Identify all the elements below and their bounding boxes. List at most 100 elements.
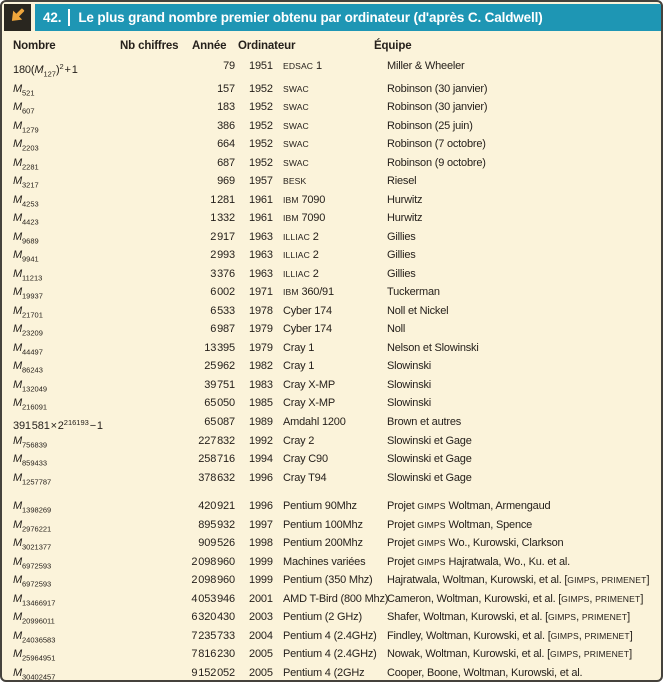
table-row: M756839 227 832 1992 Cray 2 Slowinski et Gag… bbox=[13, 434, 651, 453]
subscript: 9689 bbox=[22, 236, 39, 245]
nombre-cell: M2203 bbox=[13, 137, 123, 156]
page-title: Le plus grand nombre premier obtenu par … bbox=[78, 10, 543, 25]
nb-chiffres-cell: 2 098 960 bbox=[191, 555, 235, 568]
subscript: 127 bbox=[43, 69, 56, 79]
ordinateur-cell: Pentium 100Mhz bbox=[283, 518, 363, 531]
nombre-cell: M9689 bbox=[13, 230, 123, 249]
equipe-cell: Noll et Nickel bbox=[387, 304, 449, 317]
annee-cell: 1952 bbox=[249, 101, 273, 113]
nb-chiffres-cell: 39 751 bbox=[204, 378, 235, 391]
table-row: M3217 969 1957 BESK Riesel bbox=[13, 174, 651, 193]
equipe-cell: Shafer, Woltman, Kurowski, et al. [GIMPS… bbox=[387, 611, 630, 623]
annee-cell: 1957 bbox=[249, 175, 273, 187]
mersenne-symbol: M bbox=[13, 230, 23, 243]
row-gap bbox=[13, 489, 651, 499]
nb-chiffres-cell: 6 320 430 bbox=[191, 611, 235, 623]
nb-chiffres-cell: 79 bbox=[223, 60, 235, 72]
title-bar: 42. Le plus grand nombre premier obtenu … bbox=[2, 2, 661, 31]
mersenne-symbol: M bbox=[13, 304, 23, 317]
smallcaps-token: PRIMENET bbox=[584, 630, 630, 641]
column-header-nb-chiffres: Nb chiffres bbox=[120, 40, 179, 52]
subscript: 756839 bbox=[22, 440, 48, 449]
annee-cell: 1952 bbox=[249, 156, 273, 169]
ordinateur-cell: SWAC bbox=[283, 82, 387, 101]
annee-cell: 2004 bbox=[249, 629, 273, 642]
annee-cell: 1997 bbox=[249, 518, 273, 531]
nb-chiffres-cell: 687 bbox=[217, 156, 235, 169]
ordinateur-cell: IBM 360/91 bbox=[283, 286, 334, 298]
ordinateur-cell: Cray X-MP bbox=[283, 378, 335, 391]
subscript: 9941 bbox=[22, 254, 39, 264]
mersenne-symbol: M bbox=[13, 453, 23, 465]
nombre-cell: M13466917 bbox=[13, 592, 123, 611]
equipe-cell: Gillies bbox=[387, 230, 416, 243]
mersenne-symbol: M bbox=[13, 212, 23, 224]
table-row: M30402457 9 152 052 2005 Pentium 4 (2GHz up… bbox=[13, 666, 651, 681]
mersenne-symbol: M bbox=[13, 555, 23, 568]
ordinateur-cell: EDSAC 1 bbox=[283, 60, 322, 72]
ordinateur-cell: Cray C90 bbox=[283, 453, 328, 465]
ordinateur-cell: SWAC bbox=[283, 156, 387, 175]
ordinateur-cell: Pentium (350 Mhz) bbox=[283, 574, 373, 586]
equipe-cell: Gillies bbox=[387, 249, 416, 261]
subscript: 521 bbox=[22, 88, 35, 97]
nombre-cell: M19937 bbox=[13, 285, 123, 304]
subscript: 6972593 bbox=[22, 561, 52, 570]
equipe-cell: Noll bbox=[387, 323, 406, 335]
nombre-cell: M3217 bbox=[13, 174, 123, 193]
smallcaps-token: PRIMENET bbox=[595, 593, 641, 604]
table-row: M2976221 895 932 1997 Pentium 100Mhz Projet … bbox=[13, 518, 651, 537]
equipe-cell: Robinson (30 janvier) bbox=[387, 101, 488, 113]
equipe-cell: Projet GIMPS Wo., Kurowski, Clarkson bbox=[387, 537, 564, 549]
nombre-cell: M1279 bbox=[13, 119, 123, 138]
annee-cell: 2003 bbox=[249, 611, 273, 623]
subscript: 20996011 bbox=[22, 616, 55, 626]
table-row: M2281 687 1952 SWAC Robinson (9 octobre) bbox=[13, 156, 651, 175]
equipe-cell: Cameron, Woltman, Kurowski, et al. [GIMP… bbox=[387, 592, 644, 605]
column-header-nombre: Nombre bbox=[13, 40, 56, 52]
table-row: M21701 6 533 1978 Cyber 174 Noll et Nickel bbox=[13, 304, 651, 323]
equipe-cell: Findley, Woltman, Kurowski, et al. [GIMP… bbox=[387, 629, 633, 642]
annee-cell: 1982 bbox=[249, 360, 273, 372]
nombre-cell: M25964951 bbox=[13, 647, 123, 666]
table-row: M11213 3 376 1963 ILLIAC 2 Gillies bbox=[13, 267, 651, 286]
nb-chiffres-cell: 3 376 bbox=[210, 267, 235, 280]
smallcaps-token: SWAC bbox=[283, 120, 309, 131]
table-row: M607 183 1952 SWAC Robinson (30 janvier) bbox=[13, 100, 651, 119]
mersenne-symbol: M bbox=[13, 518, 23, 531]
annee-cell: 1979 bbox=[249, 341, 273, 354]
equipe-cell: Slowinski bbox=[387, 360, 432, 372]
smallcaps-token: GIMPS bbox=[561, 593, 590, 604]
subscript: 1279 bbox=[22, 125, 39, 134]
nombre-cell: M44497 bbox=[13, 341, 123, 360]
smallcaps-token: GIMPS bbox=[549, 649, 579, 659]
table-row: M216091 65 050 1985 Cray X-MP Slowinski bbox=[13, 396, 651, 415]
smallcaps-token: IBM bbox=[283, 213, 299, 223]
nb-chiffres-cell: 7 235 733 bbox=[191, 629, 235, 642]
nb-chiffres-cell: 227 832 bbox=[198, 434, 235, 447]
nb-chiffres-cell: 6 987 bbox=[210, 323, 235, 335]
nb-chiffres-cell: 4 053 946 bbox=[191, 592, 235, 605]
table-rows: 180(M127)2 + 1 79 1951 EDSAC 1 Miller & Whee… bbox=[13, 59, 651, 681]
equipe-cell: Projet GIMPS Woltman, Spence bbox=[387, 518, 533, 531]
table-row: M3021377 909 526 1998 Pentium 200Mhz Projet … bbox=[13, 536, 651, 555]
table-row: M13466917 4 053 946 2001 AMD T-Bird (800 Mh… bbox=[13, 592, 651, 611]
table-row: M1398269 420 921 1996 Pentium 90Mhz Projet G… bbox=[13, 499, 651, 518]
equipe-cell: Riesel bbox=[387, 175, 417, 187]
annee-cell: 1963 bbox=[249, 230, 273, 243]
mersenne-symbol: M bbox=[13, 592, 23, 605]
ordinateur-cell: Pentium (2 GHz) bbox=[283, 611, 362, 623]
nb-chiffres-cell: 1 281 bbox=[210, 193, 235, 206]
smallcaps-token: ILLIAC bbox=[283, 231, 310, 242]
table-row: M24036583 7 235 733 2004 Pentium 4 (2.4GHz)… bbox=[13, 629, 651, 648]
nb-chiffres-cell: 378 632 bbox=[198, 471, 235, 484]
nb-chiffres-cell: 1 332 bbox=[210, 212, 235, 224]
smallcaps-token: GIMPS bbox=[567, 575, 596, 585]
nb-chiffres-cell: 65 087 bbox=[204, 415, 235, 428]
nb-chiffres-cell: 2 098 960 bbox=[191, 574, 235, 586]
nombre-cell: M3021377 bbox=[13, 536, 123, 555]
subscript: 3217 bbox=[22, 180, 39, 190]
annee-cell: 1951 bbox=[249, 60, 273, 72]
nombre-cell: M2281 bbox=[13, 156, 123, 175]
annee-cell: 1999 bbox=[249, 574, 273, 586]
